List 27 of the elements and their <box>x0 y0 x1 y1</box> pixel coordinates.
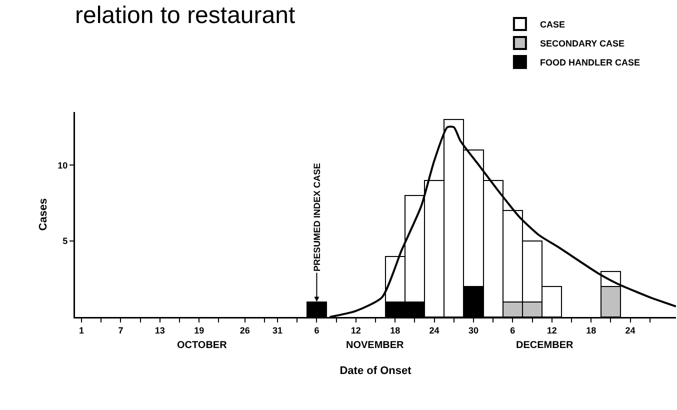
x-tick-label: 12 <box>350 325 361 336</box>
x-tick-label: 7 <box>118 325 124 336</box>
x-tick-label: 18 <box>390 325 400 336</box>
x-tick-label: 6 <box>314 325 320 336</box>
text: DECEMBER <box>516 340 574 351</box>
x-tick-label: 12 <box>546 325 557 336</box>
x-tick-label: 30 <box>468 325 478 336</box>
x-tick-label: 13 <box>154 325 165 336</box>
x-tick-label: 19 <box>194 325 204 336</box>
annotation: PRESUMED INDEX CASE <box>312 162 322 272</box>
y-tick-label: 10 <box>58 160 68 170</box>
chart-title: relation to restaurant <box>75 2 296 29</box>
legend-label: FOOD HANDLER CASE <box>540 58 640 68</box>
x-tick-label: 26 <box>240 325 250 336</box>
x-tick-label: 6 <box>510 325 516 336</box>
x-tick-label: 31 <box>272 325 283 336</box>
x-tick-label: 1 <box>79 325 84 336</box>
y-axis-title: Cases <box>38 198 50 231</box>
x-axis-title: Date of Onset <box>340 365 412 378</box>
x-tick-label: 24 <box>625 325 636 336</box>
text: NOVEMBER <box>346 340 405 351</box>
legend-label: CASE <box>540 20 565 30</box>
text: OCTOBER <box>177 340 228 351</box>
x-tick-label: 18 <box>586 325 596 336</box>
legend-label: SECONDARY CASE <box>540 38 624 49</box>
y-tick-label: 5 <box>62 236 68 246</box>
x-tick-label: 24 <box>429 325 440 336</box>
